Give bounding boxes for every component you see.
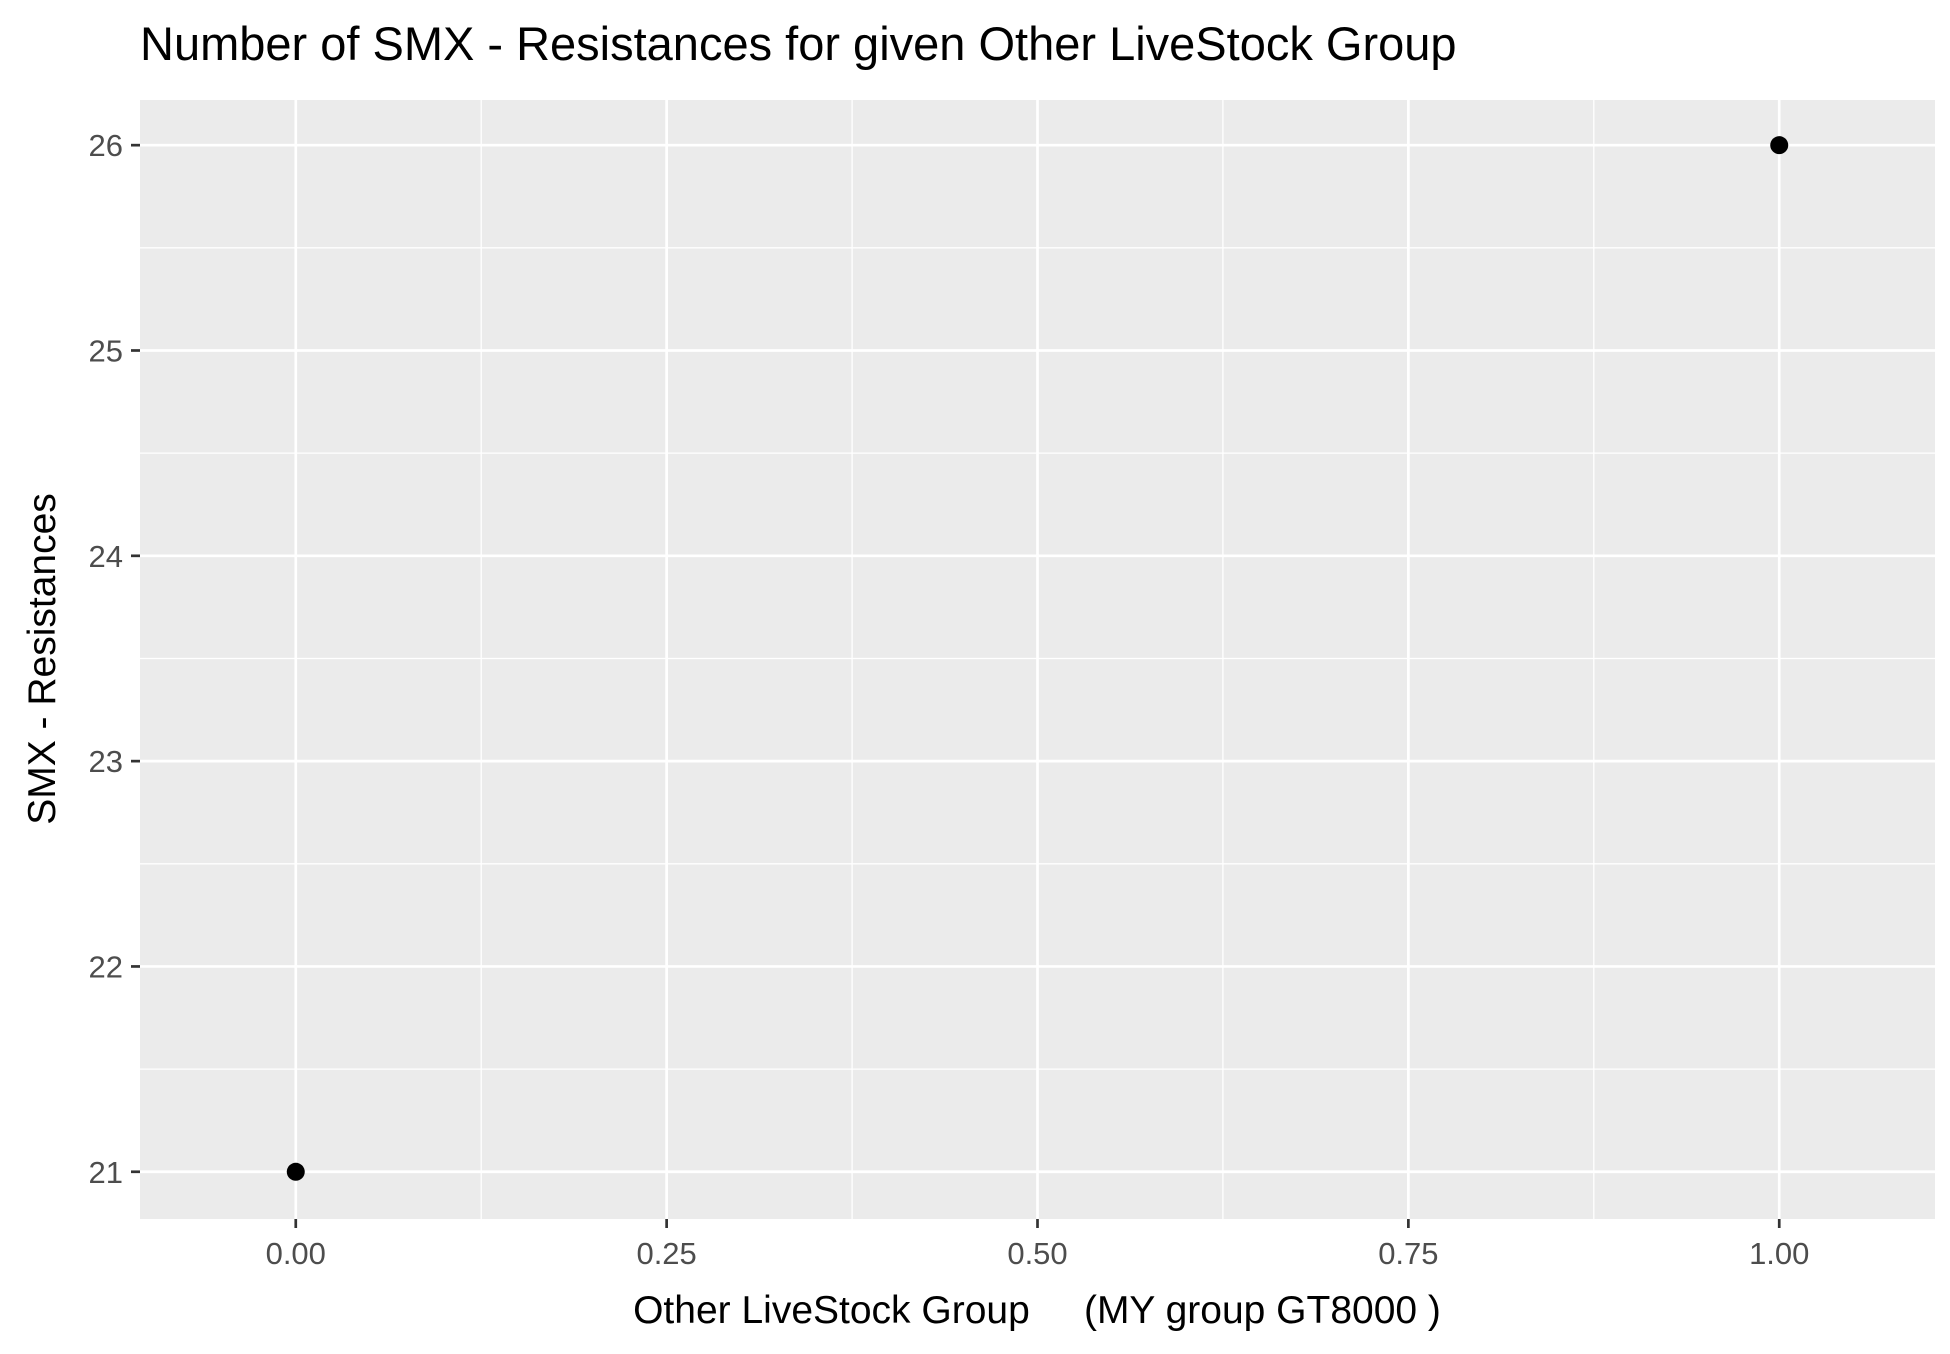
y-tick-label: 22 — [89, 949, 123, 984]
data-point — [286, 1162, 305, 1181]
y-axis-title: SMX - Resistances — [21, 493, 64, 825]
y-tick-label: 25 — [89, 333, 123, 368]
x-tick-label: 0.75 — [1378, 1236, 1438, 1271]
y-tick-label: 21 — [89, 1155, 123, 1190]
major-gridlines — [140, 100, 1935, 1219]
data-point — [1770, 136, 1789, 155]
y-tick-label: 26 — [89, 128, 123, 163]
chart-title: Number of SMX - Resistances for given Ot… — [140, 17, 1457, 70]
y-tick-label: 24 — [89, 539, 123, 574]
x-tick-label: 0.50 — [1007, 1236, 1067, 1271]
x-tick-label: 0.25 — [636, 1236, 696, 1271]
x-tick-label: 1.00 — [1749, 1236, 1809, 1271]
y-axis: 21 22 23 24 25 26 — [89, 128, 140, 1190]
y-tick-label: 23 — [89, 744, 123, 779]
x-axis: 0.00 0.25 0.50 0.75 1.00 — [266, 1219, 1809, 1271]
x-tick-label: 0.00 — [266, 1236, 326, 1271]
data-points — [286, 136, 1789, 1181]
x-axis-title: Other LiveStock Group (MY group GT8000 ) — [633, 1289, 1441, 1332]
